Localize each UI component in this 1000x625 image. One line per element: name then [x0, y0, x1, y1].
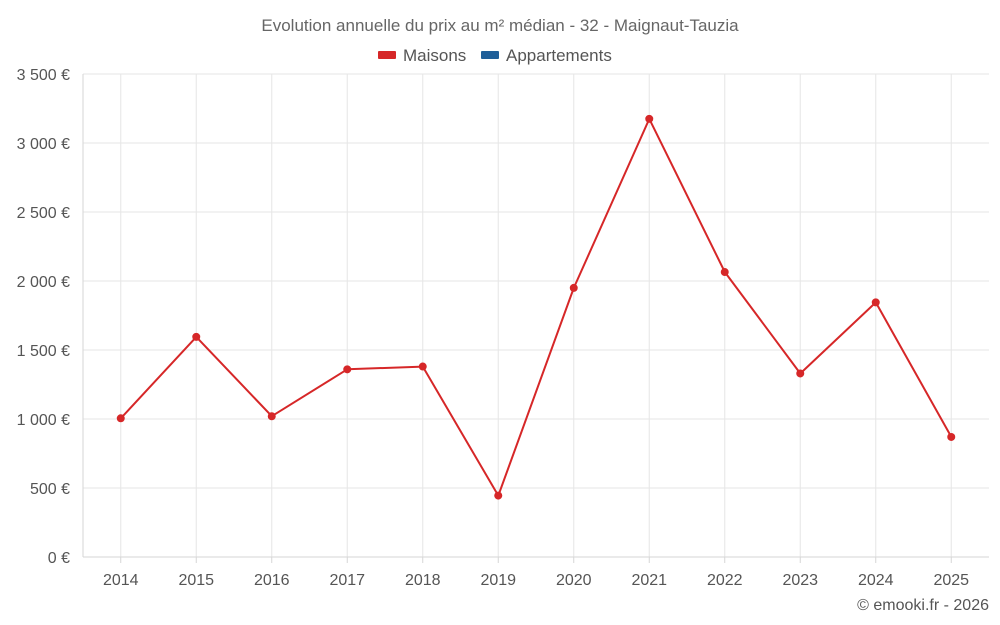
data-point[interactable] [116, 414, 125, 423]
data-point[interactable] [947, 432, 956, 441]
x-axis: 2014 2015 2016 2017 2018 2019 2020 2021 2022 2023… [83, 556, 989, 589]
data-point[interactable] [343, 365, 352, 374]
data-point[interactable] [192, 332, 201, 341]
legend: Maisons Appartements [378, 46, 612, 65]
x-tick-label: 2016 [254, 572, 290, 589]
data-point[interactable] [494, 491, 503, 500]
x-tick-label: 2015 [178, 572, 214, 589]
x-tick-label: 2020 [556, 572, 592, 589]
data-point[interactable] [645, 114, 654, 123]
y-tick-label: 3 500 € [17, 67, 70, 84]
legend-label-maisons: Maisons [403, 46, 466, 65]
x-tick-label: 2019 [480, 572, 516, 589]
data-point[interactable] [267, 412, 276, 421]
data-point[interactable] [418, 362, 427, 371]
x-tick-label: 2022 [707, 572, 743, 589]
y-tick-label: 500 € [30, 481, 70, 498]
y-tick-label: 0 € [48, 550, 70, 567]
data-point[interactable] [796, 369, 805, 378]
legend-swatch-appartements [481, 51, 499, 59]
y-tick-label: 1 500 € [17, 343, 70, 360]
x-tick-label: 2025 [933, 572, 969, 589]
x-tick-label: 2014 [103, 572, 139, 589]
legend-label-appartements: Appartements [506, 46, 612, 65]
series-maisons [116, 114, 956, 500]
grid [83, 73, 989, 557]
x-tick-label: 2018 [405, 572, 441, 589]
legend-swatch-maisons [378, 51, 396, 59]
y-axis: 0 € 500 € 1 000 € 1 500 € 2 000 € 2 500 € 3 00… [17, 67, 84, 567]
y-tick-label: 3 000 € [17, 136, 70, 153]
data-point[interactable] [871, 298, 880, 307]
x-tick-label: 2017 [329, 572, 365, 589]
x-tick-label: 2021 [631, 572, 667, 589]
data-point[interactable] [569, 283, 578, 292]
y-tick-label: 2 000 € [17, 274, 70, 291]
legend-item-appartements[interactable]: Appartements [481, 46, 612, 65]
legend-item-maisons[interactable]: Maisons [378, 46, 466, 65]
data-point[interactable] [720, 268, 729, 277]
credit-text: © emooki.fr - 2026 [857, 597, 989, 614]
y-tick-label: 2 500 € [17, 205, 70, 222]
x-tick-label: 2023 [782, 572, 818, 589]
series-line [120, 117, 953, 497]
x-tick-label: 2024 [858, 572, 894, 589]
y-tick-label: 1 000 € [17, 412, 70, 429]
chart-title: Evolution annuelle du prix au m² médian … [261, 16, 739, 35]
